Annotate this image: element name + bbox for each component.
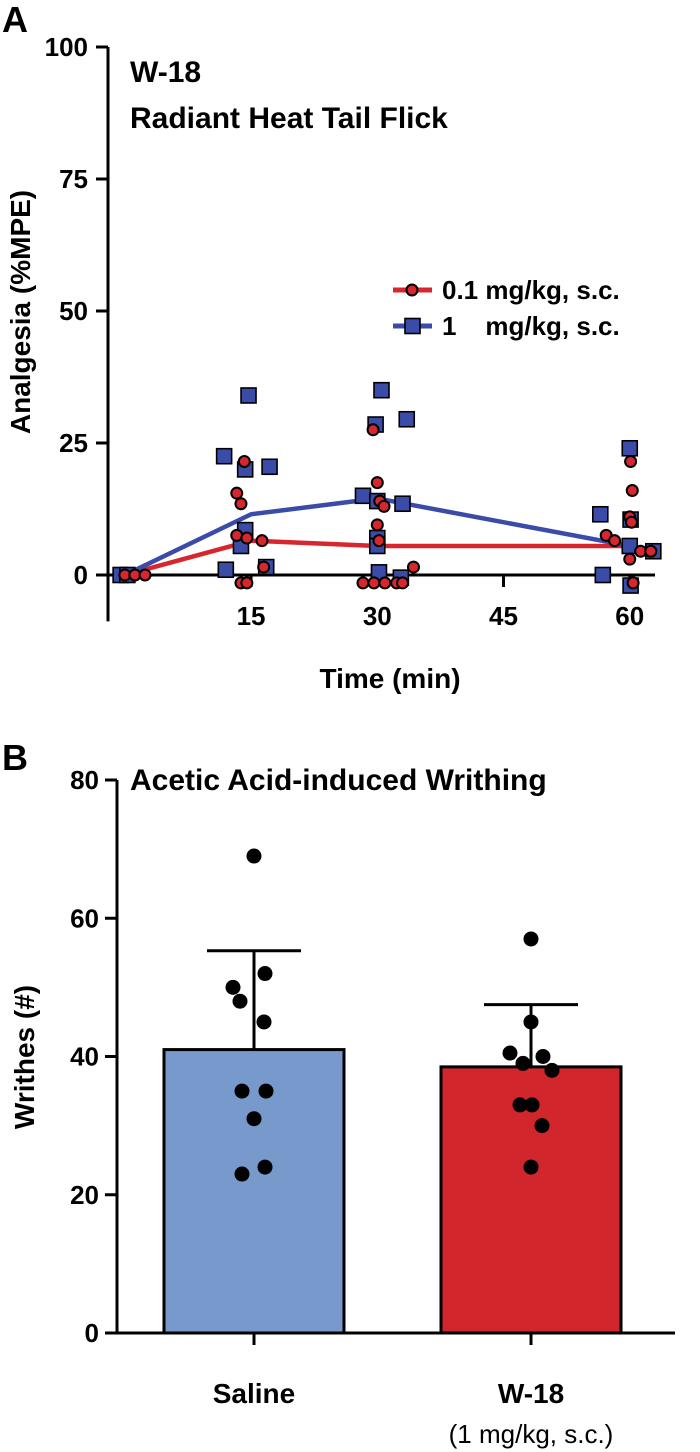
chart-b-point xyxy=(246,848,262,864)
chart-a-point-series-1 xyxy=(257,560,271,574)
chart-b-point xyxy=(502,1045,518,1061)
chart-a-point-series-1 xyxy=(234,497,248,511)
chart-a-point-series-1 xyxy=(624,515,638,529)
chart-b-point xyxy=(544,1062,560,1078)
legend-marker-2 xyxy=(404,317,421,335)
legend-label-2: 1 mg/kg, s.c. xyxy=(442,311,620,341)
legend-label-1: 0.1 mg/kg, s.c. xyxy=(442,275,620,305)
chart-a-point-series-1 xyxy=(356,576,370,590)
chart-b-point xyxy=(258,1083,274,1099)
chart-a-point-series-2 xyxy=(261,458,278,476)
chart-a-point-series-2 xyxy=(621,439,639,457)
chart-b-point xyxy=(256,1014,272,1030)
chart-a-line-series-2 xyxy=(123,496,631,578)
chart-a-xtick-label: 30 xyxy=(363,601,392,631)
chart-a-point-series-1 xyxy=(366,423,380,437)
chart-b-point xyxy=(523,1159,539,1175)
chart-a-point-series-2 xyxy=(594,566,612,584)
chart-a-point-series-1 xyxy=(396,576,410,590)
legend-marker-1 xyxy=(405,283,419,297)
chart-b-category-label: Saline xyxy=(213,1378,295,1409)
chart-a-point-series-1 xyxy=(237,454,251,468)
chart-a-line-series-1 xyxy=(124,538,630,578)
chart-a-subtitle: Radiant Heat Tail Flick xyxy=(130,102,448,135)
chart-a-point-series-1 xyxy=(240,531,254,545)
chart-a-ytick-label: 75 xyxy=(59,164,88,194)
chart-b-point xyxy=(515,1055,531,1071)
chart-a-point-series-2 xyxy=(217,561,235,579)
chart-b-point xyxy=(534,1118,550,1134)
chart-b-ytick-label: 40 xyxy=(70,1042,99,1072)
chart-a-point-series-1 xyxy=(608,534,622,548)
chart-a-ytick-label: 100 xyxy=(45,32,88,62)
chart-b-ytick-label: 0 xyxy=(85,1318,99,1348)
chart-a-xtick-label: 45 xyxy=(489,601,518,631)
chart-b-point xyxy=(234,1166,250,1182)
chart-a-ytick-label: 25 xyxy=(59,428,88,458)
chart-a-point-series-1 xyxy=(255,534,269,548)
chart-a-xlabel: Time (min) xyxy=(319,663,460,694)
chart-a-point-series-1 xyxy=(370,518,384,532)
chart-a-title: W-18 xyxy=(130,56,201,89)
chart-a-ytick-label: 50 xyxy=(59,296,88,326)
chart-b-category-sublabel: (1 mg/kg, s.c.) xyxy=(449,1419,614,1449)
chart-b-ylabel: Writhes (#) xyxy=(9,985,40,1129)
chart-a-point-series-1 xyxy=(377,499,391,513)
chart-b-point xyxy=(512,1097,528,1113)
chart-a-point-series-1 xyxy=(624,454,638,468)
chart-a-plot: 0 25 50 75 100 15 30 45 60 xyxy=(45,32,662,631)
chart-a-xtick-label: 15 xyxy=(237,601,266,631)
chart-a-point-series-1 xyxy=(370,476,384,490)
chart-a-point-series-2 xyxy=(240,387,257,404)
chart-b-point xyxy=(257,966,273,982)
chart-a-xtick-label: 60 xyxy=(615,601,644,631)
chart-a-point-series-2 xyxy=(354,487,372,505)
panel-b-label: B xyxy=(2,737,28,778)
chart-b-point xyxy=(246,1111,262,1127)
chart-b-point xyxy=(257,1159,273,1175)
chart-a-point-series-2 xyxy=(591,505,609,523)
chart-b-point xyxy=(234,1083,250,1099)
chart-a-point-series-1 xyxy=(367,576,381,590)
chart-a-point-series-1 xyxy=(230,486,244,500)
chart-b-ytick-label: 60 xyxy=(70,903,99,933)
chart-a-point-series-1 xyxy=(378,576,392,590)
chart-b-title: Acetic Acid-induced Writhing xyxy=(130,764,547,797)
chart-b-bar-saline xyxy=(162,1048,346,1335)
chart-a-point-series-1 xyxy=(372,534,386,548)
chart-a-ytick-label: 0 xyxy=(74,560,88,590)
chart-b-point xyxy=(523,931,539,947)
chart-a-point-series-1 xyxy=(138,568,152,582)
chart-a-point-series-1 xyxy=(625,484,639,498)
chart-a-point-series-2 xyxy=(373,381,390,399)
chart-a-point-series-1 xyxy=(240,576,254,590)
chart-b-point xyxy=(523,1014,539,1030)
chart-b-ytick-label: 80 xyxy=(70,765,99,795)
chart-b-point xyxy=(524,1097,540,1113)
chart-a-point-series-1 xyxy=(626,576,640,590)
chart-b-point xyxy=(535,1049,551,1064)
chart-a-point-series-1 xyxy=(406,560,420,574)
chart-a-point-series-2 xyxy=(398,410,416,428)
chart-b-point xyxy=(225,979,241,995)
chart-a-point-series-2 xyxy=(215,447,233,465)
chart-a-legend: 0.1 mg/kg, s.c. 1 mg/kg, s.c. xyxy=(393,275,620,341)
chart-a-point-series-2 xyxy=(394,495,411,513)
panel-a-label: A xyxy=(2,0,28,40)
chart-a-point-series-1 xyxy=(623,552,637,566)
chart-b-plot: 0 20 40 60 80 Saline W-18 (1 mg/kg, s.c.) xyxy=(70,765,675,1449)
chart-a-ylabel: Analgesia (%MPE) xyxy=(5,190,36,434)
chart-b-category-label: W-18 xyxy=(498,1378,564,1409)
chart-b-point xyxy=(232,993,248,1009)
chart-b-ytick-label: 20 xyxy=(70,1180,99,1210)
chart-a-point-series-1 xyxy=(644,544,658,558)
